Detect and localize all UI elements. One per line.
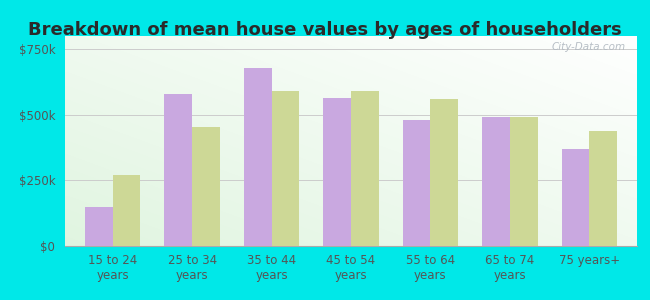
Bar [562,149,590,246]
Bar [85,207,112,246]
Bar [272,91,300,246]
Bar [402,120,430,246]
Bar [482,117,510,246]
Bar [112,175,140,246]
Bar [510,117,538,246]
Bar [430,99,458,246]
Text: City-Data.com: City-Data.com [551,42,625,52]
Bar [192,127,220,246]
Bar [164,94,192,246]
Bar [244,68,272,246]
Bar [590,130,617,246]
Bar [351,91,379,246]
Text: Breakdown of mean house values by ages of householders: Breakdown of mean house values by ages o… [28,21,622,39]
Bar [323,98,351,246]
